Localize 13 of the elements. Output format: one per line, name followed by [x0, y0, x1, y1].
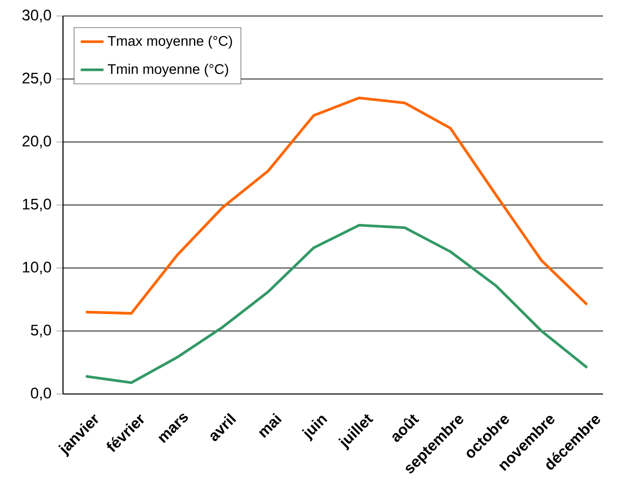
legend-label: Tmax moyenne (°C): [108, 36, 232, 49]
y-tick-label: 15,0: [22, 198, 52, 212]
legend-label: Tmin moyenne (°C): [108, 64, 228, 77]
line-series: [84, 96, 588, 315]
y-tick-label: 5,0: [30, 324, 52, 338]
x-tick-label: mai: [258, 412, 282, 438]
line-series: [84, 224, 588, 384]
x-tick-label: juin: [302, 416, 328, 442]
y-tick-label: 30,0: [22, 10, 52, 22]
y-tick-label: 10,0: [22, 262, 52, 274]
y-tick-label: 20,0: [22, 136, 52, 148]
y-tick-label: 0,0: [30, 388, 52, 400]
y-tick-label: 25,0: [22, 72, 52, 86]
